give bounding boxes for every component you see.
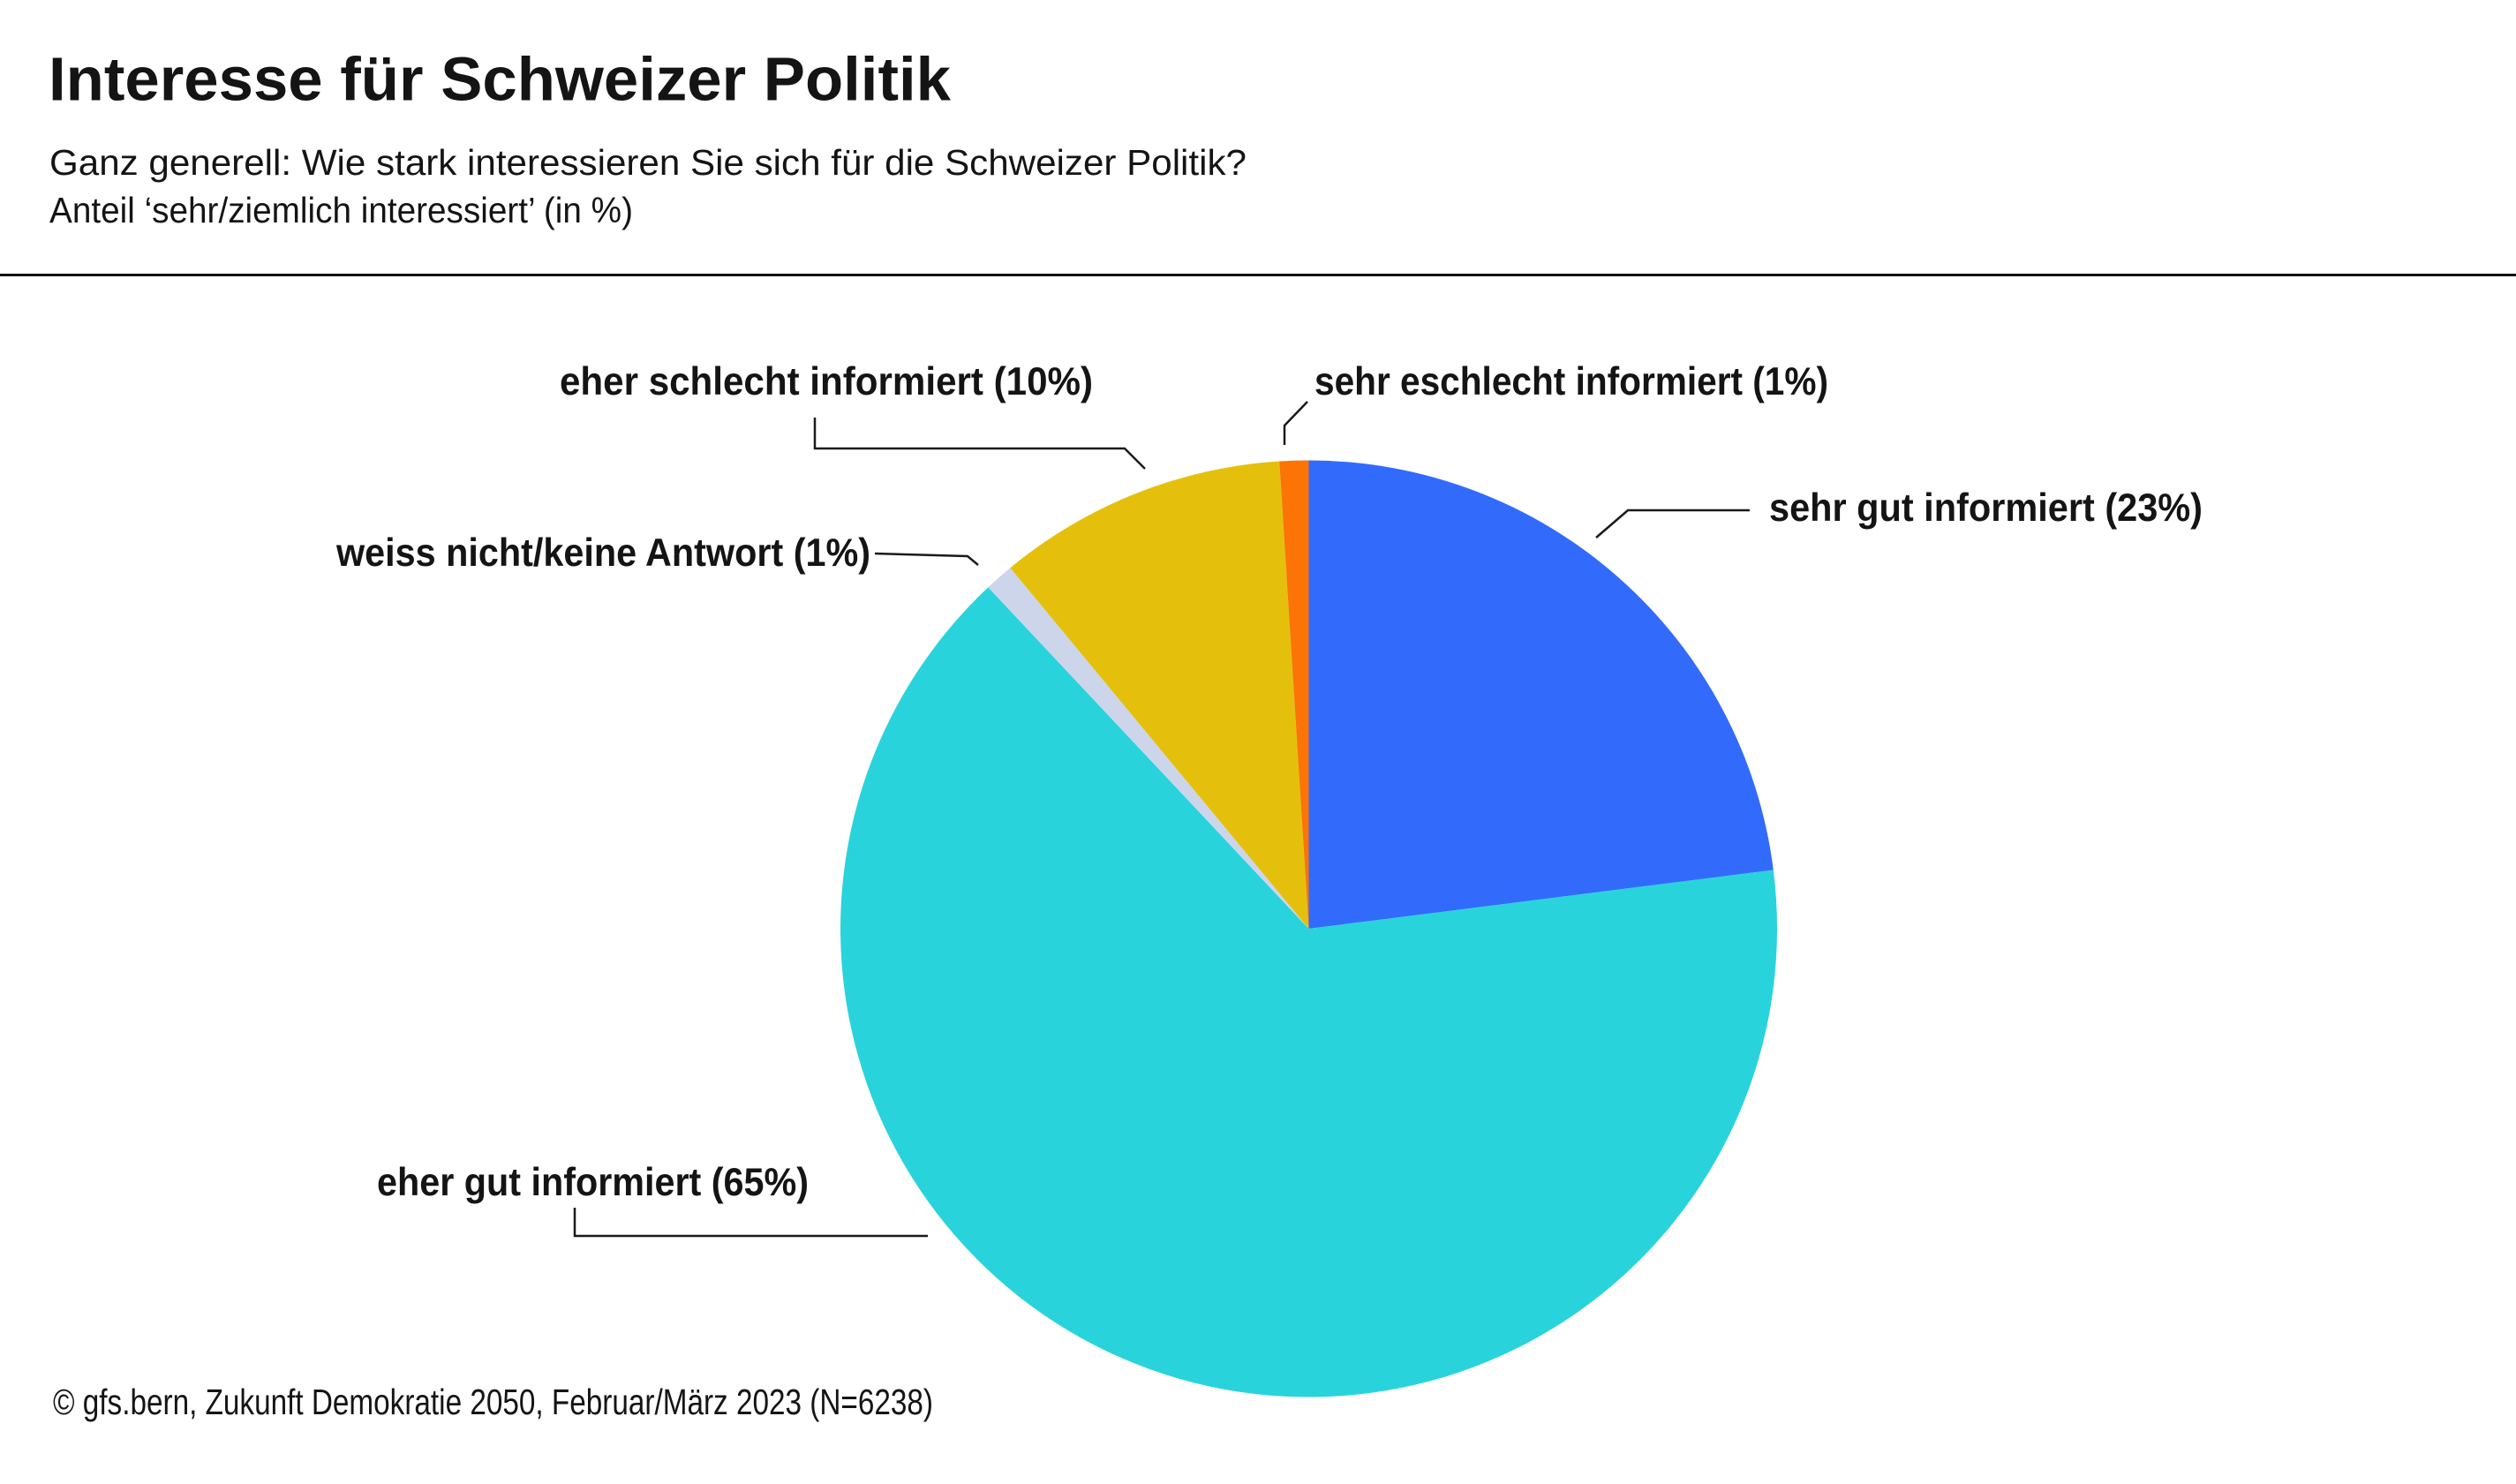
svg-text:eher schlecht informiert (10%): eher schlecht informiert (10%) xyxy=(560,360,1093,403)
svg-text:Ganz generell: Wie stark inter: Ganz generell: Wie stark interessieren S… xyxy=(49,142,1247,183)
svg-text:Interesse für Schweizer Politi: Interesse für Schweizer Politik xyxy=(49,45,951,114)
svg-text:sehr eschlecht informiert (1%): sehr eschlecht informiert (1%) xyxy=(1314,360,1828,403)
svg-text:weiss nicht/keine Antwort (1%): weiss nicht/keine Antwort (1%) xyxy=(335,531,870,575)
svg-text:© gfs.bern, Zukunft Demokratie: © gfs.bern, Zukunft Demokratie 2050, Feb… xyxy=(53,1382,933,1422)
svg-text:Anteil ‘sehr/ziemlich interess: Anteil ‘sehr/ziemlich interessiert’ (in … xyxy=(49,190,633,230)
svg-text:sehr gut informiert (23%): sehr gut informiert (23%) xyxy=(1769,486,2203,530)
svg-text:eher gut informiert (65%): eher gut informiert (65%) xyxy=(377,1161,809,1204)
